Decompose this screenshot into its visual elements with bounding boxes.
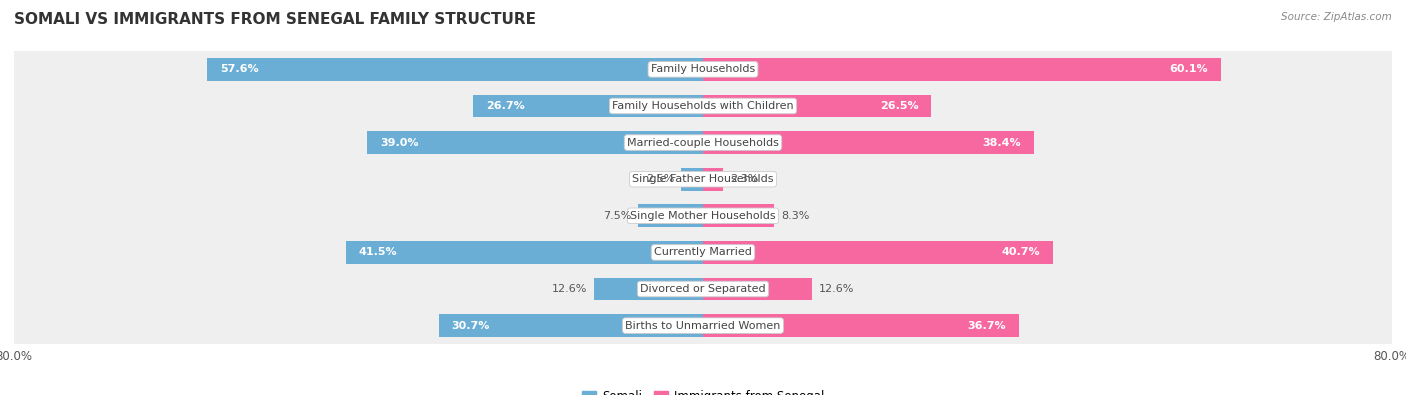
Bar	[703, 95, 931, 117]
Bar	[472, 95, 703, 117]
Bar	[638, 205, 703, 227]
Bar	[703, 131, 1033, 154]
Bar	[682, 168, 703, 190]
Bar	[703, 168, 723, 190]
Bar	[703, 131, 1033, 154]
Text: 36.7%: 36.7%	[967, 321, 1007, 331]
Text: 38.4%: 38.4%	[983, 137, 1021, 148]
Bar	[595, 278, 703, 300]
Text: 57.6%: 57.6%	[219, 64, 259, 74]
Bar	[703, 314, 1019, 337]
Bar	[703, 314, 1019, 337]
Text: Married-couple Households: Married-couple Households	[627, 137, 779, 148]
Text: 2.5%: 2.5%	[647, 174, 675, 184]
Bar	[14, 88, 1392, 124]
Text: Births to Unmarried Women: Births to Unmarried Women	[626, 321, 780, 331]
Bar	[14, 271, 1392, 307]
Text: 60.1%: 60.1%	[1168, 64, 1208, 74]
Text: Currently Married: Currently Married	[654, 247, 752, 258]
Bar	[703, 278, 811, 300]
Bar	[703, 168, 723, 190]
Bar	[14, 124, 1392, 161]
Legend: Somali, Immigrants from Senegal: Somali, Immigrants from Senegal	[576, 385, 830, 395]
Bar	[703, 278, 811, 300]
Bar	[595, 278, 703, 300]
Text: Family Households: Family Households	[651, 64, 755, 74]
Bar	[472, 95, 703, 117]
Text: Source: ZipAtlas.com: Source: ZipAtlas.com	[1281, 12, 1392, 22]
Text: Single Mother Households: Single Mother Households	[630, 211, 776, 221]
Text: 41.5%: 41.5%	[359, 247, 396, 258]
Text: 12.6%: 12.6%	[553, 284, 588, 294]
Text: 30.7%: 30.7%	[451, 321, 489, 331]
Bar	[439, 314, 703, 337]
Bar	[638, 205, 703, 227]
Bar	[14, 161, 1392, 198]
Text: 7.5%: 7.5%	[603, 211, 631, 221]
Bar	[703, 205, 775, 227]
Bar	[439, 314, 703, 337]
Bar	[703, 241, 1053, 264]
Bar	[207, 58, 703, 81]
Text: Divorced or Separated: Divorced or Separated	[640, 284, 766, 294]
Bar	[703, 205, 775, 227]
Bar	[703, 241, 1053, 264]
Bar	[14, 198, 1392, 234]
Bar	[703, 58, 1220, 81]
Bar	[367, 131, 703, 154]
Bar	[367, 131, 703, 154]
Text: 39.0%: 39.0%	[380, 137, 419, 148]
Text: Family Households with Children: Family Households with Children	[612, 101, 794, 111]
Text: 12.6%: 12.6%	[818, 284, 853, 294]
Text: 8.3%: 8.3%	[782, 211, 810, 221]
Bar	[703, 95, 931, 117]
Text: 2.3%: 2.3%	[730, 174, 758, 184]
Text: Single Father Households: Single Father Households	[633, 174, 773, 184]
Bar	[14, 234, 1392, 271]
Bar	[207, 58, 703, 81]
Text: 26.7%: 26.7%	[486, 101, 524, 111]
Text: SOMALI VS IMMIGRANTS FROM SENEGAL FAMILY STRUCTURE: SOMALI VS IMMIGRANTS FROM SENEGAL FAMILY…	[14, 12, 536, 27]
Bar	[346, 241, 703, 264]
Bar	[14, 51, 1392, 88]
Bar	[682, 168, 703, 190]
Bar	[346, 241, 703, 264]
Text: 40.7%: 40.7%	[1002, 247, 1040, 258]
Bar	[14, 307, 1392, 344]
Text: 26.5%: 26.5%	[880, 101, 918, 111]
Bar	[703, 58, 1220, 81]
